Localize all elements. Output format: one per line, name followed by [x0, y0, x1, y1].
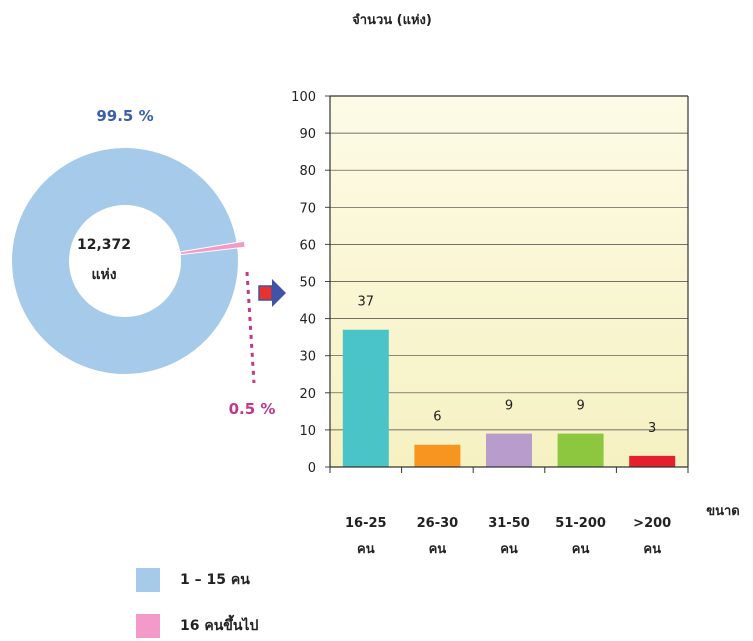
x-axis-title: ขนาด [706, 504, 740, 519]
bar [557, 433, 604, 467]
y-tick-label: 80 [299, 164, 316, 179]
legend-label-16-plus: 16 คนขึ้นไป [180, 618, 259, 634]
bar [486, 433, 532, 467]
y-tick-label: 60 [299, 238, 316, 253]
y-tick-label: 50 [299, 276, 316, 291]
y-tick-label: 40 [299, 313, 316, 328]
legend-swatch-16-plus [136, 614, 160, 638]
bar-value-label: 6 [433, 410, 441, 425]
connector-arrow-icon [258, 279, 286, 307]
donut-slice-16-plus [179, 240, 246, 256]
donut-large-percent-label: 99.5 % [96, 107, 153, 125]
x-axis-ticks: 16-25 คน 26-30 คน 31-50 คน 51-200 คน >200 คน [329, 467, 689, 557]
y-tick-label: 70 [299, 201, 316, 216]
x-tick-label-unit: คน [357, 542, 375, 557]
x-tick-label: 51-200 [555, 516, 606, 531]
y-axis-ticks: 0 10 20 30 40 50 60 70 80 90 100 [291, 90, 330, 476]
bar [342, 329, 389, 467]
y-tick-label: 10 [299, 424, 316, 439]
legend-swatch-1-15 [136, 568, 160, 592]
gridlines [330, 95, 688, 431]
x-tick-label-unit: คน [429, 542, 447, 557]
leader-line [245, 271, 256, 384]
bar [414, 444, 461, 467]
x-tick-label-unit: คน [500, 542, 518, 557]
donut-slice-1-15 [12, 148, 239, 375]
legend-label-1-15: 1 – 15 คน [180, 572, 250, 588]
donut-small-percent-label: 0.5 % [229, 400, 276, 418]
axes [329, 95, 689, 468]
bars [342, 329, 676, 467]
x-tick-label-unit: คน [572, 542, 590, 557]
y-tick-label: 100 [291, 90, 316, 105]
y-axis-title: จำนวน (แห่ง) [352, 12, 432, 28]
donut-chart: 12,372 แห่ง 99.5 % 0.5 % [12, 107, 275, 418]
y-tick-label: 20 [299, 387, 316, 402]
bar-chart: จำนวน (แห่ง) ขนาด 0 10 20 30 40 50 60 70 80 90 100… [291, 12, 740, 557]
bar-value-label: 37 [358, 295, 375, 310]
x-tick-label: 16-25 [345, 516, 387, 531]
bar-value-label: 9 [576, 399, 584, 414]
bar-value-label: 3 [648, 421, 656, 436]
donut-center-value: 12,372 [77, 237, 131, 253]
x-tick-label: >200 [633, 516, 671, 531]
x-tick-label-unit: คน [643, 542, 661, 557]
x-tick-label: 31-50 [488, 516, 530, 531]
donut-center-unit: แห่ง [91, 267, 116, 283]
y-tick-label: 0 [308, 461, 316, 476]
y-tick-label: 30 [299, 350, 316, 365]
y-tick-label: 90 [299, 127, 316, 142]
bar-value-labels: 37 6 9 9 3 [358, 295, 657, 436]
x-tick-label: 26-30 [417, 516, 459, 531]
bar-value-label: 9 [505, 399, 513, 414]
legend-item-1-15: 1 – 15 คน [136, 568, 250, 592]
legend-item-16-plus: 16 คนขึ้นไป [136, 614, 258, 638]
bar [629, 455, 676, 467]
